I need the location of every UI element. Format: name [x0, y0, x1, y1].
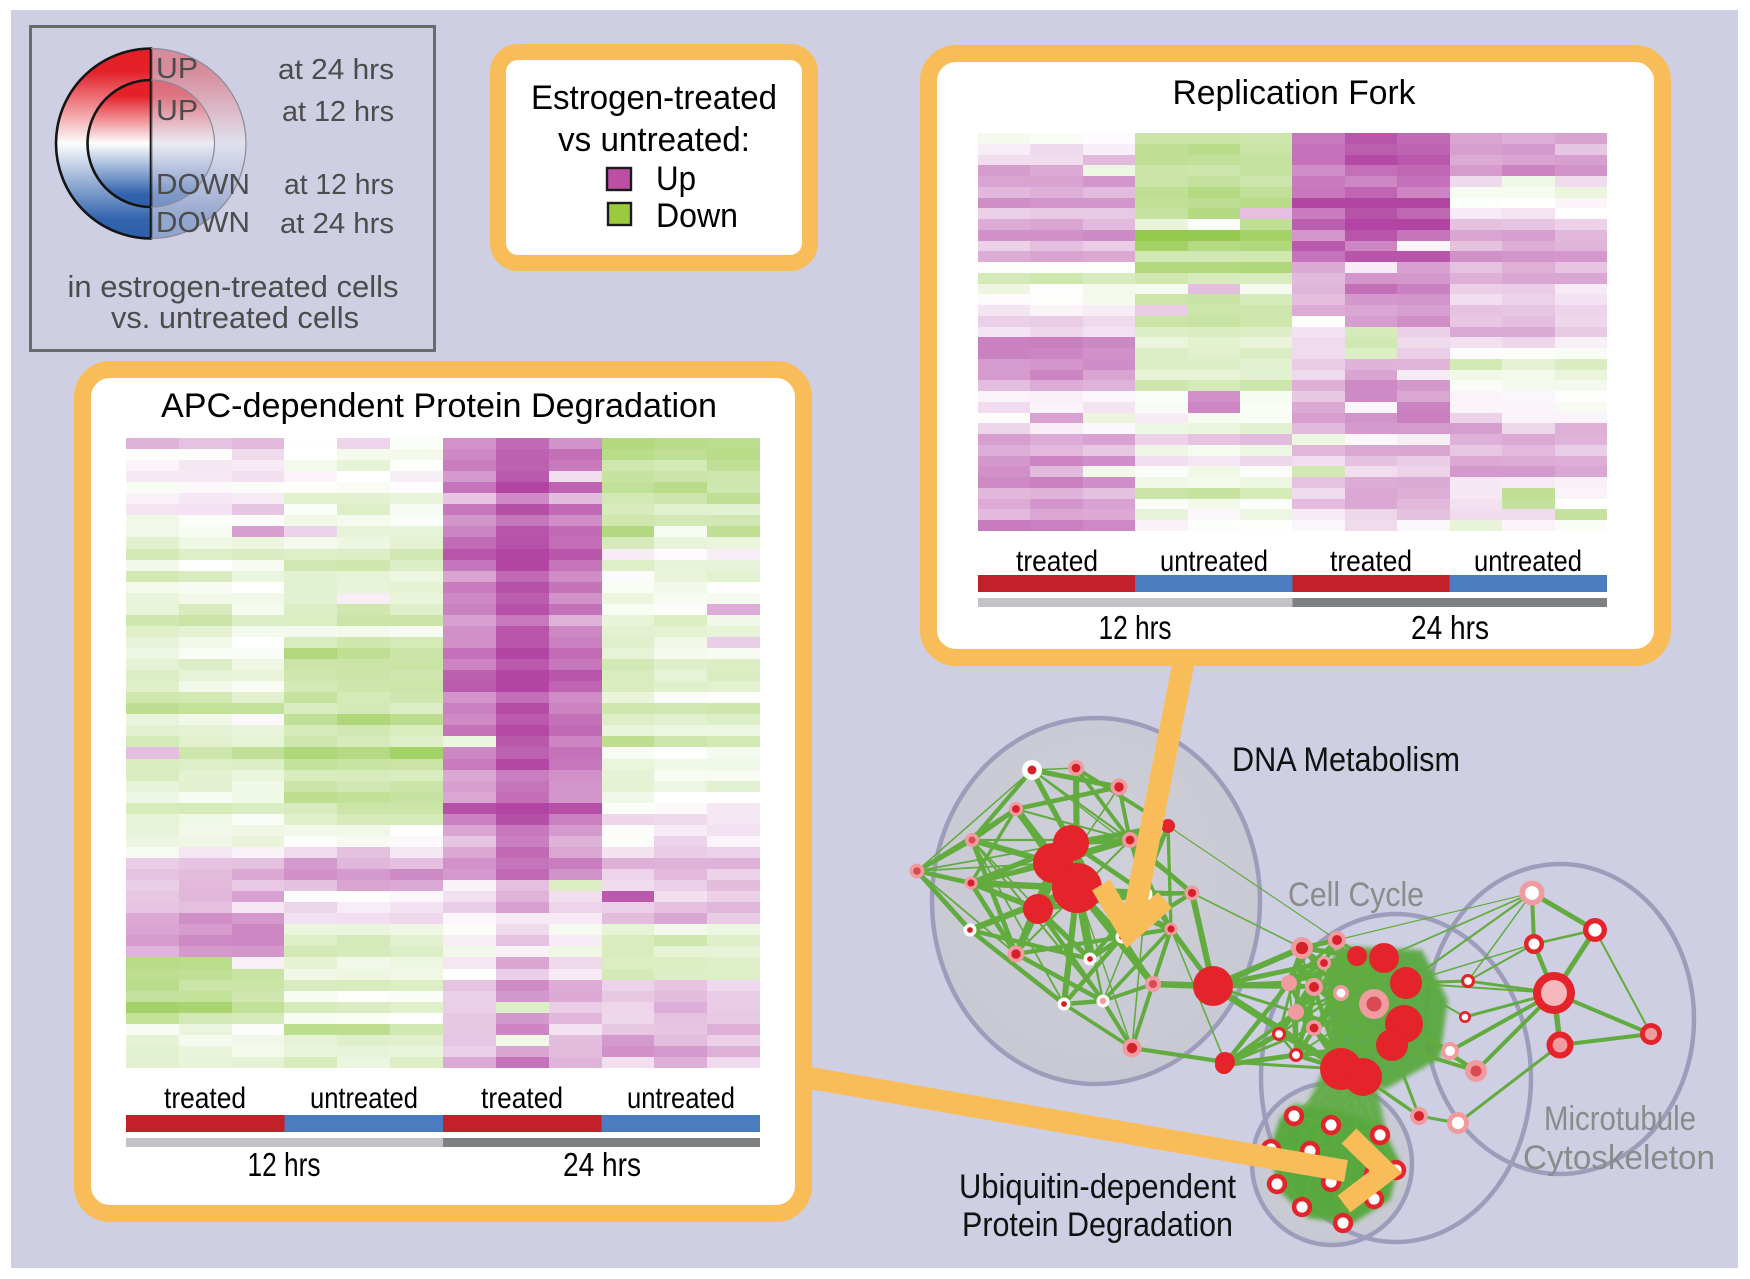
svg-text:Cell Cycle: Cell Cycle: [1288, 876, 1424, 914]
svg-text:24 hrs: 24 hrs: [1411, 609, 1489, 646]
svg-text:Replication Fork: Replication Fork: [1173, 74, 1417, 112]
svg-text:12 hrs: 12 hrs: [248, 1146, 321, 1183]
svg-text:DOWN: DOWN: [156, 169, 250, 201]
svg-text:Microtubule: Microtubule: [1544, 1100, 1696, 1138]
svg-text:vs. untreated cells: vs. untreated cells: [111, 300, 359, 335]
svg-text:Down: Down: [656, 197, 738, 235]
svg-text:at 24 hrs: at 24 hrs: [280, 208, 394, 240]
svg-text:APC-dependent Protein Degradat: APC-dependent Protein Degradation: [161, 387, 717, 425]
svg-text:at 24 hrs: at 24 hrs: [278, 54, 394, 86]
svg-text:DNA Metabolism: DNA Metabolism: [1232, 741, 1460, 779]
svg-text:Protein Degradation: Protein Degradation: [962, 1206, 1233, 1244]
svg-text:12 hrs: 12 hrs: [1099, 609, 1172, 646]
svg-text:treated: treated: [1016, 545, 1098, 578]
svg-text:UP: UP: [156, 95, 198, 127]
svg-text:24 hrs: 24 hrs: [563, 1146, 641, 1183]
svg-text:untreated: untreated: [310, 1082, 418, 1115]
svg-text:untreated: untreated: [627, 1082, 735, 1115]
svg-text:treated: treated: [1330, 545, 1412, 578]
svg-text:at 12 hrs: at 12 hrs: [284, 169, 394, 201]
svg-text:treated: treated: [481, 1082, 563, 1115]
svg-text:DOWN: DOWN: [156, 207, 250, 239]
svg-text:untreated: untreated: [1160, 545, 1268, 578]
svg-text:treated: treated: [164, 1082, 246, 1115]
svg-text:Ubiquitin-dependent: Ubiquitin-dependent: [959, 1168, 1237, 1206]
svg-text:UP: UP: [156, 53, 198, 85]
svg-text:at 12 hrs: at 12 hrs: [282, 96, 394, 128]
svg-text:Up: Up: [656, 160, 696, 198]
svg-text:vs untreated:: vs untreated:: [558, 121, 750, 159]
svg-text:Estrogen-treated: Estrogen-treated: [531, 79, 777, 117]
svg-text:in estrogen-treated cells: in estrogen-treated cells: [68, 269, 399, 304]
svg-text:untreated: untreated: [1474, 545, 1582, 578]
svg-text:Cytoskeleton: Cytoskeleton: [1523, 1139, 1715, 1177]
